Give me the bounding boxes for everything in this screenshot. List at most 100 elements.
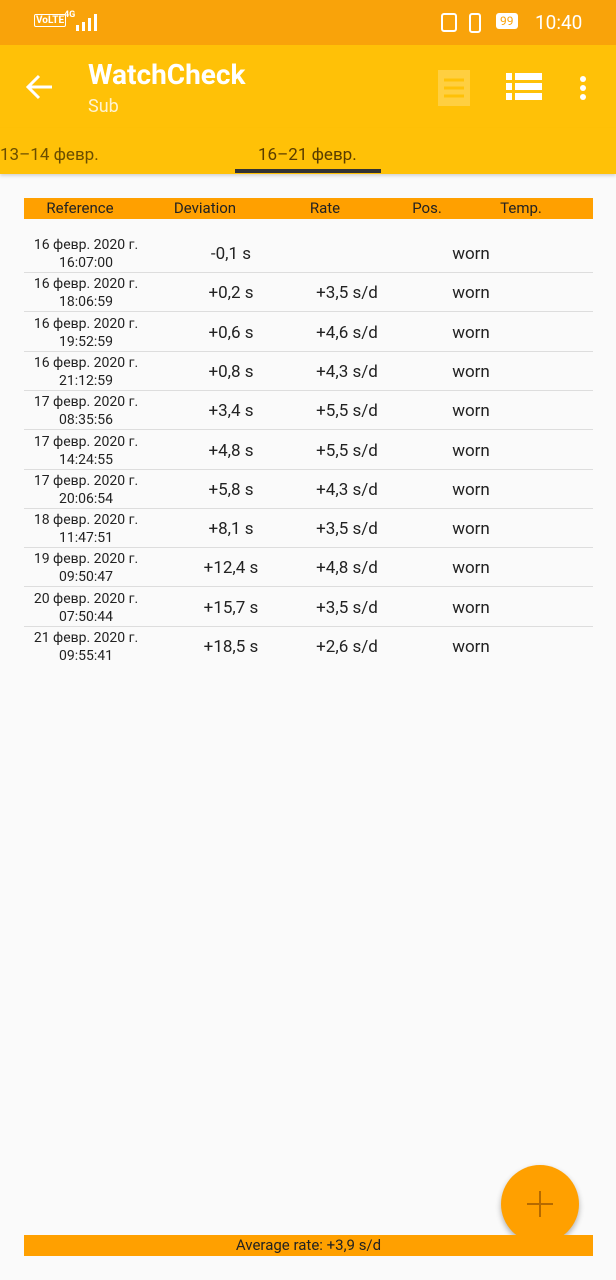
deviation: -0,1 s xyxy=(210,244,252,264)
time: 18:06:59 xyxy=(59,294,113,311)
app-bar: WatchCheck Sub xyxy=(0,45,616,128)
rate: +4,8 s/d xyxy=(316,558,378,579)
deviation: +15,7 s xyxy=(203,597,259,618)
tab-selected[interactable]: 16–21 февр. xyxy=(258,145,357,165)
rate: +4,6 s/d xyxy=(316,322,378,343)
position: worn xyxy=(452,519,490,540)
app-title: WatchCheck xyxy=(88,58,246,91)
time: 08:35:56 xyxy=(59,412,113,429)
time: 09:50:47 xyxy=(59,569,113,586)
reference-time: 17 февр. 2020 г. 20:06:54 xyxy=(34,472,138,508)
reference-time: 16 февр. 2020 г. 16:07:00 xyxy=(34,236,138,272)
position: worn xyxy=(452,558,490,579)
deviation: +0,6 s xyxy=(208,322,254,343)
column-header: Temp. xyxy=(500,199,542,217)
column-header: Rate xyxy=(309,199,341,217)
status-icons xyxy=(441,13,481,33)
time: 21:12:59 xyxy=(59,372,113,389)
date: 17 февр. 2020 г. xyxy=(33,472,139,489)
position: worn xyxy=(452,322,490,343)
date: 21 февр. 2020 г. xyxy=(33,630,139,646)
rate: +3,5 s/d xyxy=(316,283,378,304)
position: worn xyxy=(452,283,490,304)
average-rate: Average rate: +3,9 s/d xyxy=(24,1235,593,1256)
row-divider xyxy=(24,507,593,509)
reference-time: 19 февр. 2020 г. 09:50:47 xyxy=(34,550,138,586)
rate: +3,5 s/d xyxy=(316,519,378,540)
table-header: Reference Deviation Rate Pos. Temp. xyxy=(24,198,593,219)
date: 17 февр. 2020 г. xyxy=(33,394,139,411)
row-divider xyxy=(24,547,593,549)
back-button[interactable] xyxy=(26,74,54,100)
date: 16 февр. 2020 г. xyxy=(33,237,139,253)
row-divider xyxy=(24,586,593,588)
column-header: Pos. xyxy=(412,199,442,217)
time: 14:24:55 xyxy=(59,451,113,468)
date: 16 февр. 2020 г. xyxy=(33,354,139,371)
rate: +5,5 s/d xyxy=(316,440,378,461)
deviation: +4,8 s xyxy=(208,440,254,461)
reference-time: 20 февр. 2020 г. 07:50:44 xyxy=(34,590,138,626)
rate: +4,3 s/d xyxy=(316,361,378,382)
signal-icon xyxy=(76,14,97,31)
deviation: +5,8 s xyxy=(208,479,254,500)
time: 19:52:59 xyxy=(59,333,113,350)
add-button[interactable] xyxy=(501,1165,579,1243)
position: worn xyxy=(452,440,490,461)
time: 20:06:54 xyxy=(59,490,113,507)
tab-bar: 13–14 февр. 16–21 февр. xyxy=(0,128,616,174)
position: worn xyxy=(452,361,490,382)
reference-time: 16 февр. 2020 г. 19:52:59 xyxy=(34,315,138,351)
list-view-button[interactable] xyxy=(506,73,542,101)
row-divider xyxy=(24,389,593,391)
reference-time: 18 февр. 2020 г. 11:47:51 xyxy=(34,511,138,547)
menu-button[interactable] xyxy=(578,75,588,101)
date: 20 февр. 2020 г. xyxy=(33,590,139,607)
deviation: +12,4 s xyxy=(203,558,259,579)
reference-time: 17 февр. 2020 г. 08:35:56 xyxy=(34,393,138,429)
reference-time: 21 февр. 2020 г. 09:55:41 xyxy=(34,629,138,665)
column-header: Reference xyxy=(46,199,114,217)
date: 16 февр. 2020 г. xyxy=(33,276,139,293)
deviation: +3,4 s xyxy=(208,401,254,422)
signal-label: 4G xyxy=(64,10,76,20)
reference-time: 16 февр. 2020 г. 18:06:59 xyxy=(34,275,138,311)
clock: 10:40 xyxy=(535,11,583,34)
row-divider xyxy=(24,272,593,273)
date: 17 февр. 2020 г. xyxy=(33,433,139,450)
rate: +2,6 s/d xyxy=(316,637,378,657)
position: worn xyxy=(452,401,490,422)
position: worn xyxy=(452,597,490,618)
position: worn xyxy=(452,244,490,264)
row-divider xyxy=(24,311,593,313)
receipt-button[interactable] xyxy=(436,68,472,108)
position: worn xyxy=(452,637,490,657)
date: 16 февр. 2020 г. xyxy=(33,315,139,332)
reference-time: 16 февр. 2020 г. 21:12:59 xyxy=(34,354,138,390)
rate: +4,3 s/d xyxy=(316,479,378,500)
deviation: +8,1 s xyxy=(208,519,254,540)
tab-indicator xyxy=(235,169,381,173)
time: 09:55:41 xyxy=(59,648,113,664)
date: 19 февр. 2020 г. xyxy=(33,551,139,568)
status-bar: VoLTE 4G 99 10:40 xyxy=(0,0,616,45)
row-divider xyxy=(24,468,593,470)
time: 16:07:00 xyxy=(59,255,113,271)
position: worn xyxy=(452,479,490,500)
app-subtitle: Sub xyxy=(88,96,119,117)
deviation: +18,5 s xyxy=(203,637,259,657)
row-divider xyxy=(24,625,593,627)
tab[interactable]: 13–14 февр. xyxy=(0,145,99,165)
time: 07:50:44 xyxy=(59,608,113,625)
row-divider xyxy=(24,350,593,352)
rate: +5,5 s/d xyxy=(316,401,378,422)
reference-time: 17 февр. 2020 г. 14:24:55 xyxy=(34,433,138,469)
date: 18 февр. 2020 г. xyxy=(33,512,139,529)
deviation: +0,8 s xyxy=(208,361,254,382)
row-divider xyxy=(24,429,593,431)
time: 11:47:51 xyxy=(59,530,113,547)
deviation: +0,2 s xyxy=(208,283,254,304)
battery: 99 xyxy=(496,13,518,29)
network-label: VoLTE xyxy=(34,14,67,27)
